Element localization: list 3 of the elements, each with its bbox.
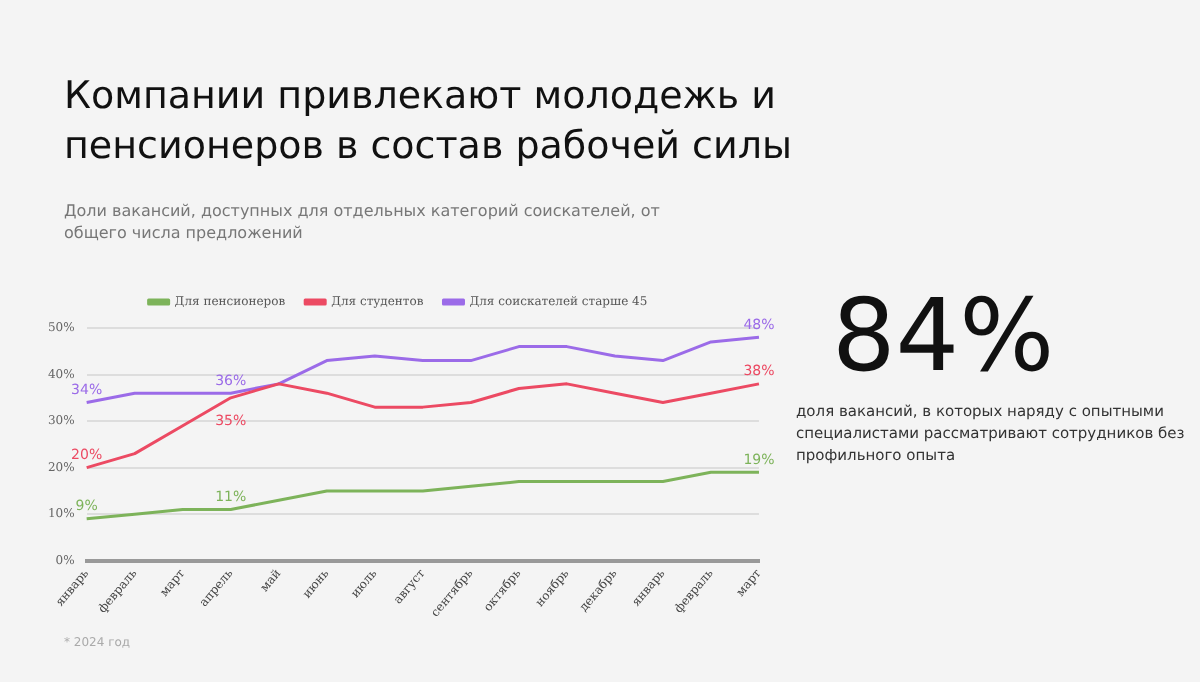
text: 84%	[832, 278, 1055, 394]
chart-title: Компании привлекают молодежь и пенсионеров в состав рабочей силы	[64, 72, 794, 172]
chart-subtitle: Доли вакансий, доступных для отдельных категорий соискателей, от общего числа предложений	[64, 200, 662, 244]
